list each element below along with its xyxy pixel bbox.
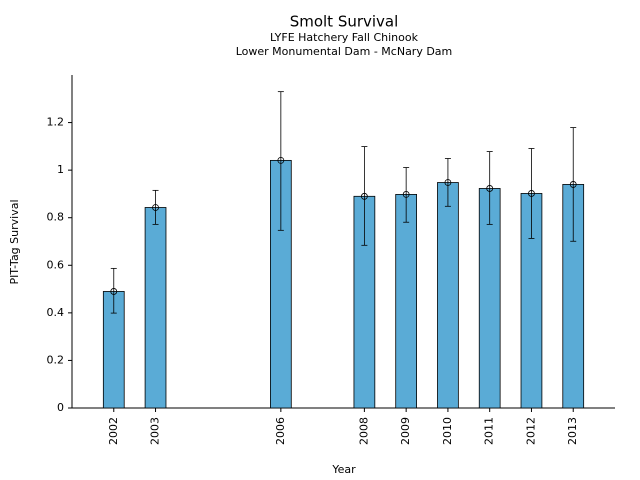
point-marker — [444, 179, 452, 186]
point-marker — [110, 288, 118, 295]
x-tick-label: 2008 — [357, 417, 370, 445]
point-marker — [402, 191, 410, 198]
chart-subtitle: Lower Monumental Dam - McNary Dam — [236, 45, 453, 58]
y-tick-label: 0.6 — [47, 258, 65, 271]
x-tick-label: 2012 — [524, 417, 537, 445]
point-marker — [486, 185, 494, 192]
point-marker — [277, 156, 285, 164]
bar — [144, 207, 167, 409]
x-axis-label: Year — [331, 463, 356, 476]
y-tick-label: 0.2 — [47, 353, 65, 366]
bar — [395, 194, 417, 409]
point-marker — [152, 204, 159, 211]
y-tick-label: 0 — [57, 401, 64, 414]
point-marker — [569, 181, 577, 188]
point-marker — [360, 192, 368, 200]
y-tick-label: 0.8 — [47, 211, 65, 224]
x-tick-label: 2002 — [107, 417, 120, 445]
chart-title: Smolt Survival — [290, 13, 399, 31]
x-tick-label: 2010 — [441, 417, 454, 445]
y-tick-label: 0.4 — [47, 306, 65, 319]
point-marker — [528, 190, 535, 197]
bar — [437, 182, 459, 409]
x-tick-label: 2013 — [566, 417, 579, 445]
y-tick-label: 1 — [57, 163, 64, 176]
y-tick-label: 1.2 — [47, 116, 65, 129]
x-tick-label: 2006 — [274, 417, 287, 445]
chart-subtitle: LYFE Hatchery Fall Chinook — [270, 31, 419, 44]
x-tick-label: 2011 — [483, 417, 496, 445]
x-tick-label: 2003 — [149, 417, 162, 445]
x-tick-label: 2009 — [399, 417, 412, 445]
y-axis-label: PIT-Tag Survival — [8, 199, 21, 284]
